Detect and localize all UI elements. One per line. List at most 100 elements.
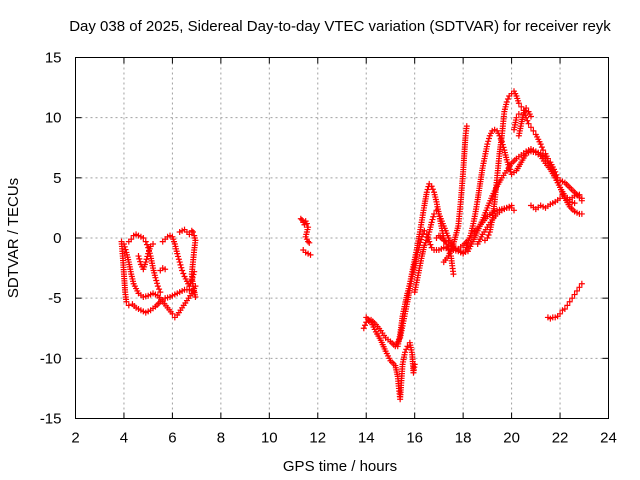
data-point — [190, 228, 197, 235]
data-point — [433, 207, 440, 214]
y-tick-label: -15 — [40, 411, 62, 428]
data-point — [137, 258, 144, 265]
y-tick-label: 10 — [45, 110, 62, 127]
data-point — [463, 123, 470, 130]
x-tick-label: 2 — [71, 430, 79, 447]
data-point — [176, 259, 183, 266]
data-point — [421, 227, 428, 234]
data-point — [142, 238, 149, 245]
data-point — [174, 250, 181, 257]
data-point — [503, 99, 510, 106]
data-point — [420, 230, 427, 237]
data-point — [154, 283, 161, 290]
series-arc-p — [481, 88, 585, 244]
data-point — [150, 241, 157, 248]
data-point — [429, 186, 436, 193]
data-point — [576, 284, 583, 291]
data-point — [525, 120, 532, 127]
data-point — [540, 147, 547, 154]
data-point — [192, 293, 199, 300]
data-point — [136, 255, 143, 262]
data-point — [423, 237, 430, 244]
data-point — [552, 168, 559, 175]
series-arc-d — [135, 241, 157, 273]
data-point — [484, 235, 491, 241]
data-point — [578, 197, 585, 204]
data-point — [186, 231, 193, 238]
series-arc-r — [511, 111, 522, 133]
data-point — [515, 111, 522, 118]
data-point — [515, 100, 522, 107]
data-point — [564, 302, 571, 309]
data-point — [576, 194, 583, 201]
series-arc-q — [515, 105, 534, 139]
data-point — [175, 256, 182, 263]
y-tick-label: -10 — [40, 350, 62, 367]
y-tick-label: 15 — [45, 50, 62, 67]
data-point — [504, 96, 511, 103]
grid-layer — [75, 57, 609, 419]
data-point — [121, 243, 128, 250]
data-point — [401, 349, 408, 356]
data-point — [578, 280, 585, 287]
data-point — [544, 155, 551, 162]
data-point — [169, 310, 176, 317]
series-arc-k — [363, 314, 418, 403]
data-point — [527, 113, 534, 120]
data-point — [559, 191, 566, 198]
data-point — [162, 266, 169, 273]
series-arc-e — [157, 265, 169, 274]
series-arc-i — [300, 247, 314, 258]
data-point — [424, 186, 431, 193]
data-point — [485, 135, 492, 142]
data-point — [305, 238, 312, 245]
data-point — [307, 251, 314, 258]
data-point — [485, 231, 492, 238]
y-tick-label: -5 — [48, 290, 61, 307]
data-point — [153, 277, 160, 284]
y-tick-label: 5 — [53, 170, 61, 187]
x-tick-label: 24 — [600, 430, 617, 447]
data-point — [178, 264, 185, 271]
data-point — [561, 305, 568, 312]
data-point — [404, 343, 411, 350]
data-point — [120, 241, 127, 248]
x-tick-label: 16 — [406, 430, 423, 447]
data-point — [157, 289, 164, 296]
data-point — [511, 207, 518, 214]
x-tick-label: 22 — [552, 430, 569, 447]
y-tick-label: 0 — [53, 230, 61, 247]
data-point — [513, 114, 520, 121]
x-axis-title: GPS time / hours — [283, 458, 397, 475]
data-point — [427, 241, 434, 248]
series-arc-g — [176, 226, 199, 300]
data-point — [403, 346, 410, 353]
data-point — [428, 183, 435, 190]
data-point — [428, 219, 435, 226]
series-arc-o — [440, 123, 470, 266]
data-point — [444, 244, 451, 251]
data-point — [306, 239, 313, 246]
data-point — [571, 291, 578, 298]
data-point — [125, 302, 132, 309]
x-tick-label: 14 — [358, 430, 375, 447]
data-point — [411, 361, 418, 368]
data-point — [303, 220, 310, 227]
x-tick-label: 6 — [168, 430, 176, 447]
data-point — [430, 213, 437, 220]
data-point — [557, 310, 564, 317]
x-tick-label: 10 — [261, 430, 278, 447]
data-point — [574, 287, 581, 294]
data-point — [566, 298, 573, 305]
data-point — [571, 200, 578, 207]
data-point — [175, 253, 182, 260]
series-arc-h — [297, 215, 313, 246]
data-point — [360, 325, 367, 332]
series-arc-f — [159, 232, 198, 290]
data-point — [297, 215, 304, 222]
data-point — [122, 246, 129, 253]
x-tick-label: 20 — [503, 430, 520, 447]
data-point — [524, 117, 531, 124]
